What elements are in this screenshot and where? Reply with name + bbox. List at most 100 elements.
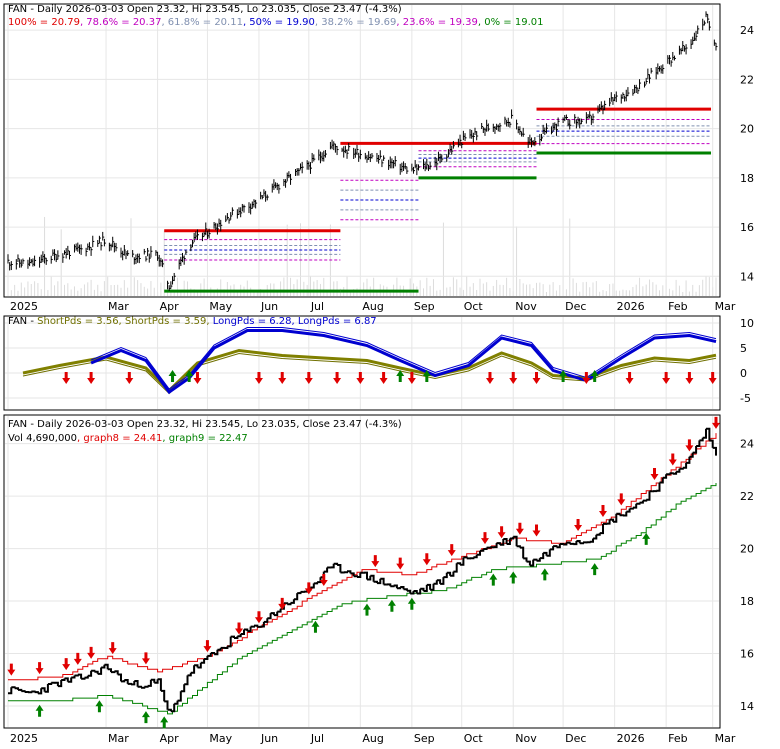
x-axis-tick-label: Sep (414, 732, 435, 745)
indicator-legend: FAN - ShortPds = 3.56, ShortPds = 3.59, … (8, 316, 377, 327)
price-step (670, 473, 673, 474)
x-axis-tick-label: Dec (565, 732, 586, 745)
indicator-axis-tick-label: 5 (740, 342, 747, 355)
indicator-axis-tick-label: -5 (740, 392, 751, 405)
price-step (138, 687, 141, 688)
price-axis-tick-label: 20 (740, 123, 754, 136)
price-step (560, 544, 563, 545)
price-step (75, 675, 78, 676)
fib-legend-entry: , 23.6% = 19.39 (396, 17, 478, 28)
indicator-legend-entry: FAN - (8, 316, 34, 327)
x-axis-tick-label: Feb (668, 732, 687, 745)
price-axis-tick-label: 16 (740, 221, 754, 234)
lower-legend-entry: Vol 4,690,000 (8, 433, 77, 444)
fib-legend-entry: , 78.6% = 20.37 (80, 17, 162, 28)
x-axis-tick-label: Nov (515, 300, 537, 313)
price-step (91, 671, 94, 672)
lower-panel-title: FAN - Daily 2026-03-03 Open 23.32, Hi 23… (8, 419, 402, 430)
price-step (679, 468, 682, 469)
x-axis-tick-label: Mar (715, 300, 736, 313)
indicator-axis-tick-label: 10 (740, 317, 754, 330)
x-axis-tick-label: Jun (260, 732, 278, 745)
x-axis-tick-label: 2025 (10, 300, 38, 313)
price-axis-tick-label: 24 (740, 24, 754, 37)
fib-legend-entry: , 38.2% = 19.69 (315, 17, 397, 28)
fib-legend-entry: , 50% = 19.90 (243, 17, 315, 28)
lower-legend-entry: , graph8 = 24.41 (77, 433, 162, 444)
price-step (128, 684, 131, 685)
price-step (344, 571, 347, 572)
x-axis-tick-label: Jul (310, 732, 324, 745)
indicator-legend-entry: ShortPds = 3.59, (122, 316, 210, 327)
price-step (580, 542, 583, 543)
x-axis-tick-label: Oct (464, 300, 484, 313)
fib-legend-entry: , 61.8% = 20.11 (161, 17, 243, 28)
x-axis-tick-label: 2026 (617, 732, 645, 745)
x-axis-tick-label: Mar (715, 732, 736, 745)
x-axis-tick-label: Aug (362, 300, 383, 313)
price-panel-frame (4, 4, 720, 297)
x-axis-tick-label: Nov (515, 732, 537, 745)
fib-levels-legend: 100% = 20.79, 78.6% = 20.37, 61.8% = 20.… (8, 17, 544, 28)
x-axis-tick-label: Dec (565, 300, 586, 313)
fibonacci-price-panel: 14 16 18 20 22 24 FAN - Daily 2026-03-03 Open… (4, 4, 754, 297)
guppy-price-panel: 14 16 18 20 22 24 FAN - Daily 2026-03-03 Open… (4, 415, 754, 728)
lower-axis-tick-label: 20 (740, 543, 754, 556)
price-step (11, 687, 14, 688)
price-step (141, 687, 144, 688)
x-axis-tick-label: May (209, 300, 232, 313)
price-step (666, 473, 669, 474)
indicator-legend-entry: LongPds = 6.87 (295, 316, 377, 327)
x-axis-tick-label: Apr (160, 300, 180, 313)
price-step (643, 500, 646, 501)
lower-axis-tick-label: 18 (740, 595, 754, 608)
price-step (354, 576, 357, 577)
price-step (470, 557, 473, 558)
lower-axis-tick-label: 16 (740, 648, 754, 661)
indicator-legend-entry: ShortPds = 3.56, (34, 316, 122, 327)
lower-axis-tick-label: 14 (740, 700, 754, 713)
lower-axis-tick-label: 22 (740, 490, 754, 503)
price-step (586, 542, 589, 543)
fib-legend-entry: 100% = 20.79 (8, 17, 80, 28)
x-axis-tick-label: Oct (464, 732, 484, 745)
indicator-axis-ticks: -5 0 5 10 (740, 317, 754, 405)
x-axis-tick-label: Apr (160, 732, 180, 745)
price-step (144, 686, 147, 687)
x-axis-tick-label: Mar (108, 300, 129, 313)
x-axis-tick-label: Sep (414, 300, 435, 313)
price-axis-tick-label: 18 (740, 172, 754, 185)
x-axis-tick-label: May (209, 732, 232, 745)
price-step (31, 692, 34, 693)
x-axis-bottom: 2025 Mar Apr May Jun Jul Aug Sep Oct Nov Dec 2026 Fe… (10, 732, 736, 745)
price-step (390, 586, 393, 587)
x-axis-tick-label: 2026 (617, 300, 645, 313)
pds-indicator-panel: -5 0 5 10 FAN - ShortPds = 3.56, ShortPds =… (4, 316, 754, 410)
x-axis-tick-label: Jul (310, 300, 324, 313)
indicator-legend-entry: LongPds = 6.28, (210, 316, 295, 327)
price-step (463, 557, 466, 558)
price-step (21, 691, 24, 692)
lower-axis-ticks: 14 16 18 20 22 24 (740, 438, 754, 713)
price-axis-tick-label: 22 (740, 73, 754, 86)
lower-legend: Vol 4,690,000, graph8 = 24.41, graph9 = … (8, 433, 248, 444)
price-step (630, 508, 633, 509)
x-axis-tick-label: Mar (108, 732, 129, 745)
x-axis-tick-label: 2025 (10, 732, 38, 745)
price-step (111, 671, 114, 672)
indicator-axis-tick-label: 0 (740, 367, 747, 380)
price-step (533, 560, 536, 561)
price-axis-ticks: 14 16 18 20 22 24 (740, 24, 754, 283)
price-panel-title: FAN - Daily 2026-03-03 Open 23.32, Hi 23… (8, 4, 402, 15)
x-axis-tick-label: Aug (362, 732, 383, 745)
x-axis-tick-label: Jun (260, 300, 278, 313)
fib-legend-entry: , 0% = 19.01 (478, 17, 544, 28)
price-step (28, 692, 31, 693)
price-axis-tick-label: 14 (740, 270, 754, 283)
lower-legend-entry: , graph9 = 22.47 (162, 433, 247, 444)
price-step (251, 626, 254, 627)
lower-axis-tick-label: 24 (740, 438, 754, 451)
